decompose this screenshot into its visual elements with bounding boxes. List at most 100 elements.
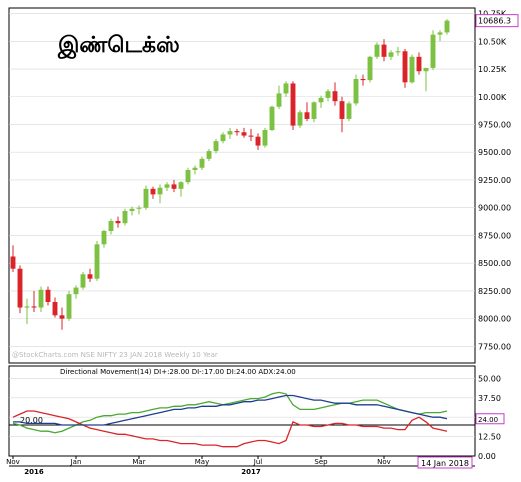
candle-body [66,294,72,319]
last-indicator-label: 24.00 [478,416,498,424]
candle-body [220,134,226,142]
indicator-y-tick-label: 37.50 [478,394,501,403]
candle-body [17,268,23,308]
candle-body [409,56,415,83]
candle-body [59,315,65,319]
price-panel-frame [8,7,476,364]
candle-body [297,112,303,126]
indicator-series-line-2 [12,410,448,448]
indicator-y-tick-label: 12.50 [478,433,501,442]
candle-body [234,131,240,133]
candle-body [115,221,121,224]
candle-body [101,230,107,245]
candle-body [262,130,268,146]
candle-body [108,221,114,231]
candle-body [332,91,338,102]
price-y-tick-label: 8000.00 [478,315,511,324]
x-tick-label: Jul [253,458,263,466]
candle-body [241,132,247,136]
price-panel: 10.75K 10.50K 10.25K 10.00K 9750.00 9500.00 92… [8,7,519,364]
candle-body [24,306,30,308]
year-label: 2016 [24,468,44,476]
candle-body [437,32,443,35]
price-y-tick-label: 9500.00 [478,148,511,157]
candle-body [318,97,324,103]
candle-body [311,102,317,119]
x-tick-label: Nov [6,458,20,466]
price-y-tick-label: 10.00K [478,93,507,102]
candle-body [290,83,296,126]
indicator-panel-frame [8,365,476,457]
price-y-tick-label: 10.50K [478,37,507,46]
indicator-y-tick-label: 50.00 [478,374,501,383]
candle-body [192,167,198,170]
candle-body [10,256,16,269]
indicator-title: Directional Movement(14) DI+:28.00 DI-:1… [60,368,296,376]
candle-body [381,44,387,57]
price-y-tick-label: 9250.00 [478,176,511,185]
candle-body [150,188,156,195]
price-y-tick-label: 9750.00 [478,120,511,129]
candle-body [395,51,401,53]
x-tick-label: Jan [70,458,82,466]
current-date-box [417,456,473,469]
candle-body [353,79,359,104]
candle-body [122,211,128,224]
candle-body [283,83,289,94]
candle-body [31,306,37,308]
candle-body [402,51,408,83]
indicator-lines [12,391,448,448]
indicator-series-line-1 [12,391,448,434]
price-y-tick-label: 8750.00 [478,231,511,240]
indicator-y-tick-label: 0.00 [478,452,496,461]
x-tick-label: Mar [132,458,145,466]
year-label: 2017 [241,468,261,476]
candle-body [199,158,205,168]
candle-body [374,44,380,57]
candle-body [136,207,142,209]
price-y-tick-label: 8250.00 [478,287,511,296]
candle-body [87,274,93,279]
price-y-tick-label: 8500.00 [478,259,511,268]
price-y-tick-labels: 10.75K 10.50K 10.25K 10.00K 9750.00 9500.00 92… [478,10,511,352]
candle-body [255,136,261,146]
price-y-tick-label: 9000.00 [478,204,511,213]
candle-body [444,20,450,33]
candle-body [80,274,86,288]
candle-body [45,289,51,302]
x-tick-label: Sep [314,458,328,466]
indicator-series-line-3 [13,394,448,426]
candle-body [248,135,254,137]
current-date-label: 14 Jan 2018 [421,459,469,468]
candle-body [185,169,191,183]
price-y-tick-label: 10.25K [478,65,507,74]
last-price-box [475,14,519,28]
candle-body [143,188,149,208]
x-tick-label: Nov [377,458,391,466]
reference-line-label: 20.00 [20,416,43,425]
candle-body [94,244,100,279]
candlesticks [10,19,450,330]
year-labels: 2016 2017 [24,468,261,476]
watermark-text: @StockCharts.com NSE NIFTY 23 JAN 2018 W… [12,351,218,359]
candle-body [227,131,233,135]
candle-body [129,208,135,212]
price-y-tick-label: 7750.00 [478,342,511,351]
candle-body [52,301,58,316]
candle-body [388,52,394,57]
candle-body [360,79,366,81]
candle-body [367,56,373,81]
price-y-tick-label: 10.75K [478,10,507,19]
candle-body [164,184,170,188]
candle-body [178,182,184,189]
x-axis: Nov Jan Mar May Jul Sep Nov 2016 2017 14 Jan 20… [6,455,475,476]
x-tick-label: May [195,458,209,466]
candle-body [416,56,422,72]
candle-body [325,91,331,98]
candle-body [423,67,429,72]
candle-body [171,184,177,189]
price-gridlines [9,13,475,347]
candle-body [339,101,345,119]
